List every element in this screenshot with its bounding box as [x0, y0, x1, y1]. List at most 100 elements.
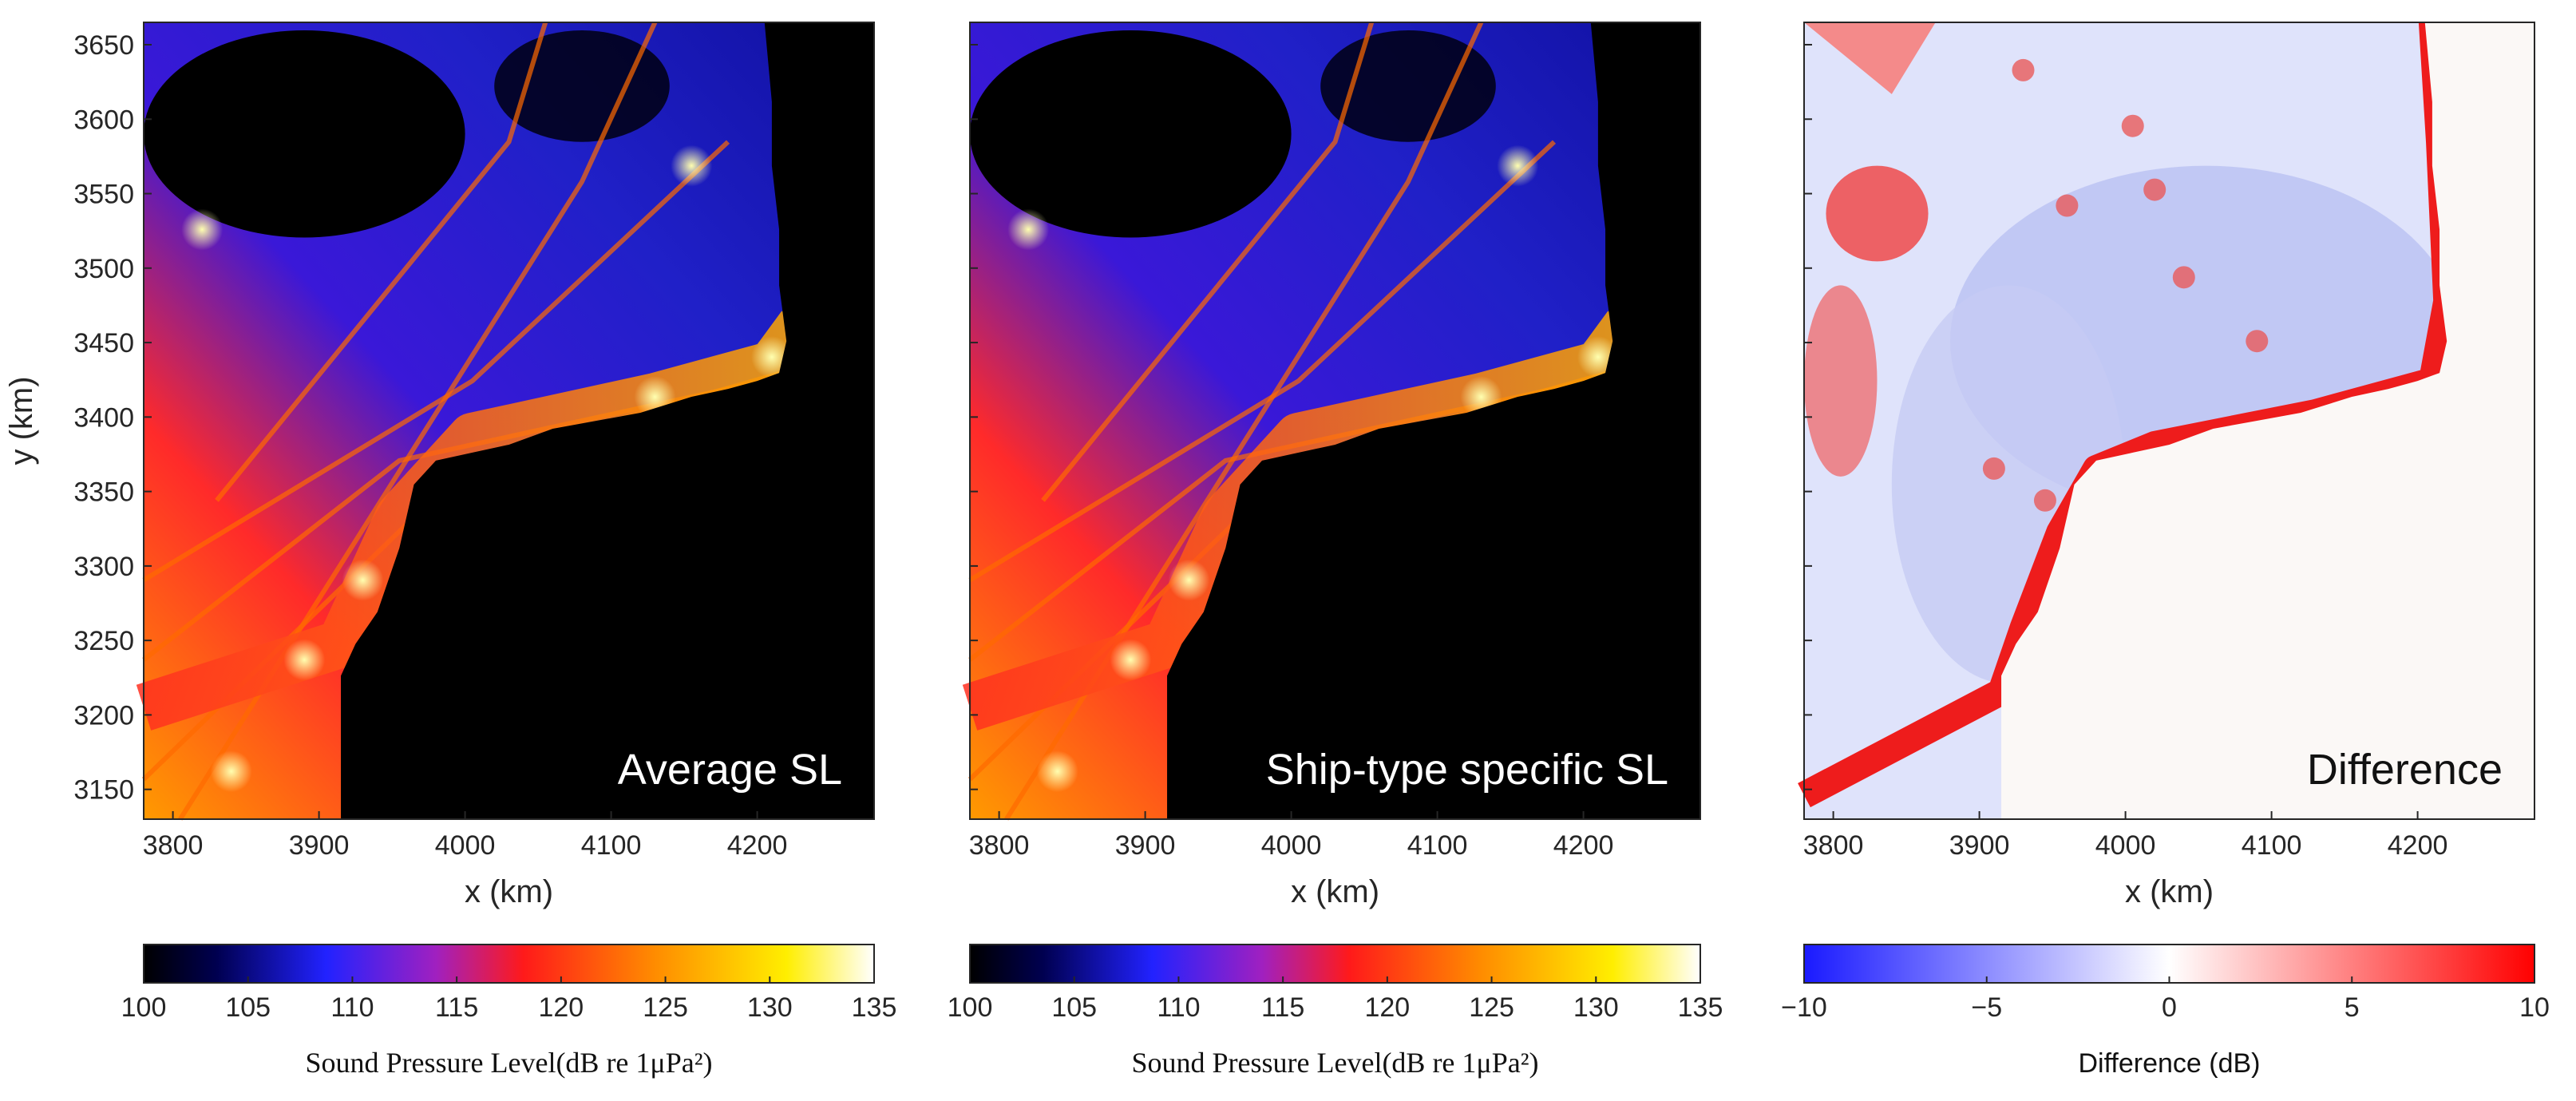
panel-3: 3800 3900 4000 4100 4200 x (km) Difference −10 −… [1781, 21, 2550, 1079]
hotspot [1168, 559, 1210, 601]
shipping-lane [178, 21, 658, 821]
panel-label: Average SL [618, 746, 842, 794]
y-tick-label: 3250 [73, 626, 134, 656]
quiet-area [494, 30, 670, 142]
y-tick-label: 3200 [73, 700, 134, 731]
hotspot [283, 639, 326, 681]
x-tick-label: 4100 [581, 830, 642, 861]
plot-frame [1803, 22, 2535, 820]
colorbar-tick-label: 125 [643, 992, 688, 1023]
colorbar-tick-label: 100 [121, 992, 167, 1023]
hotspot [1497, 145, 1539, 187]
colorbar-tick-label: 10 [2519, 992, 2550, 1023]
x-tick-label: 4100 [1407, 830, 1468, 861]
colorbar-tick-label: 110 [330, 992, 374, 1023]
land-mask [1167, 22, 1700, 819]
colorbar-label: Difference (dB) [2078, 1048, 2260, 1079]
y-tick-label: 3650 [73, 30, 134, 61]
shipping-lane [215, 22, 548, 502]
panel-label: Difference [2307, 746, 2503, 794]
colorbar-tick-label: 0 [2162, 992, 2177, 1023]
x-tick-label: 4000 [1261, 830, 1322, 861]
x-tick-label: 3900 [289, 830, 350, 861]
quiet-area [1320, 30, 1496, 142]
positive-diff-spot [2172, 266, 2195, 289]
colorbar-tick-label: −10 [1781, 992, 1827, 1023]
y-tick-label: 3300 [73, 552, 134, 582]
colorbar-tick-label: 115 [435, 992, 478, 1023]
x-tick-label: 3900 [1115, 830, 1176, 861]
quiet-area [970, 30, 1292, 238]
x-tick-label: 3900 [1949, 830, 2010, 861]
x-tick-label: 4200 [1553, 830, 1614, 861]
y-tick-label: 3500 [73, 254, 134, 284]
positive-diff-spot [2012, 58, 2035, 81]
positive-diff-spot [2121, 114, 2144, 137]
hotspot [342, 559, 384, 601]
x-axis-label: x (km) [2125, 874, 2214, 909]
colorbar-label: Sound Pressure Level(dB re 1μPa²) [1132, 1047, 1539, 1079]
shipping-lane [968, 140, 1557, 583]
positive-diff-area [1804, 285, 1878, 477]
colorbar-tick-label: 130 [747, 992, 793, 1023]
plot-frame [143, 22, 875, 820]
x-tick-label: 3800 [143, 830, 204, 861]
hotspot [1007, 208, 1050, 251]
colorbar-tick-label: −5 [1971, 992, 2002, 1023]
y-tick-label: 3550 [73, 180, 134, 210]
quiet-area [143, 30, 465, 238]
y-tick-label: 3600 [73, 105, 134, 135]
y-tick-label: 3400 [73, 402, 134, 433]
x-tick-label: 4200 [2388, 830, 2448, 861]
plot-frame [969, 22, 1701, 820]
colorbar-tick-label: 130 [1573, 992, 1619, 1023]
colorbar-tick-label: 125 [1469, 992, 1514, 1023]
shipping-lane [1004, 21, 1484, 821]
land-mask [2001, 22, 2534, 819]
panel-1: 3800 3900 4000 4100 4200 x (km) 3150 3200 3250 33… [4, 21, 897, 1079]
hotspot [210, 751, 252, 793]
colorbar-tick-label: 105 [225, 992, 271, 1023]
colorbar-tick-label: 5 [2345, 992, 2360, 1023]
colorbar-tick-label: 100 [948, 992, 993, 1023]
colorbar-tick-label: 110 [1157, 992, 1200, 1023]
x-tick-label: 3800 [1803, 830, 1864, 861]
colorbar-tick-label: 135 [1678, 992, 1723, 1023]
positive-diff-spot [1982, 457, 2005, 480]
x-tick-label: 3800 [969, 830, 1030, 861]
y-tick-label: 3350 [73, 477, 134, 508]
colorbar-tick-label: 135 [852, 992, 897, 1023]
positive-diff-area [1804, 22, 1936, 94]
y-axis-label: y (km) [4, 376, 39, 465]
x-axis-label: x (km) [465, 874, 553, 909]
colorbar-label: Sound Pressure Level(dB re 1μPa²) [306, 1047, 713, 1079]
colorbar [143, 944, 875, 984]
y-tick-label: 3150 [73, 775, 134, 806]
hotspot [1036, 751, 1078, 793]
colorbar-tick-label: 120 [538, 992, 584, 1023]
panel-2: 3800 3900 4000 4100 4200 x (km) Ship-type spec… [948, 21, 1723, 1079]
x-tick-label: 4100 [2242, 830, 2302, 861]
colorbar [969, 944, 1701, 984]
panel-label: Ship-type specific SL [1266, 746, 1668, 794]
colorbar-tick-label: 120 [1364, 992, 1410, 1023]
positive-diff-area [1826, 165, 1929, 262]
hotspot [671, 145, 713, 187]
hotspot [1110, 639, 1152, 681]
x-axis-label: x (km) [1291, 874, 1379, 909]
positive-diff-spot [2246, 330, 2269, 353]
x-tick-label: 4000 [2095, 830, 2156, 861]
positive-diff-spot [2143, 178, 2166, 201]
shipping-lane [1041, 22, 1375, 502]
x-tick-label: 4000 [435, 830, 496, 861]
hotspot [181, 208, 224, 251]
land-mask [341, 22, 874, 819]
positive-diff-spot [2033, 489, 2056, 512]
shipping-lane [142, 140, 730, 583]
x-tick-label: 4200 [727, 830, 788, 861]
positive-diff-spot [2056, 194, 2079, 217]
colorbar-tick-label: 115 [1261, 992, 1304, 1023]
colorbar-tick-label: 105 [1051, 992, 1097, 1023]
y-tick-label: 3450 [73, 328, 134, 358]
